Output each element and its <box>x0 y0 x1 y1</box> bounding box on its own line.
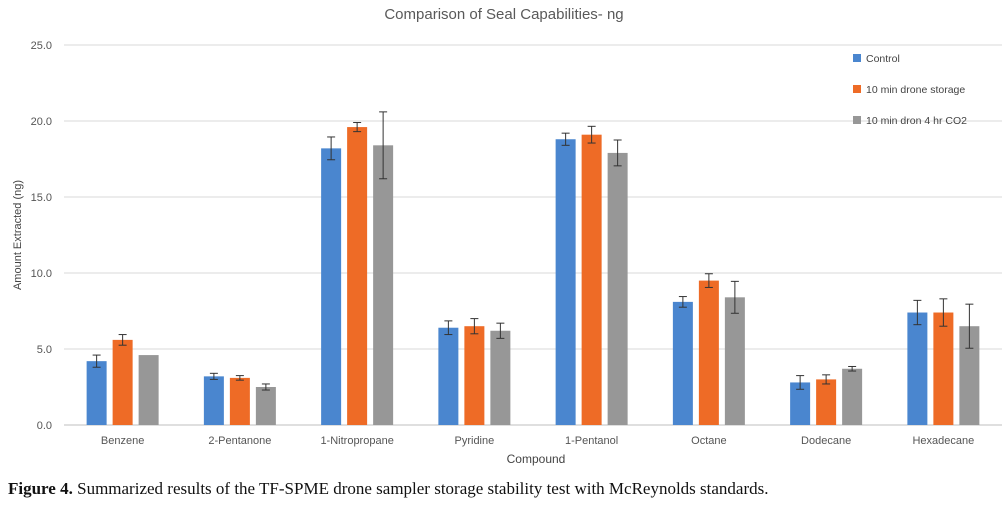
bar-chart: Comparison of Seal Capabilities- ng 0.0 5… <box>12 6 1002 466</box>
legend-swatch <box>853 85 861 93</box>
y-tick-label: 20.0 <box>31 116 52 128</box>
caption-text: Summarized results of the TF-SPME drone … <box>72 479 769 498</box>
bar-group <box>321 111 394 426</box>
bar <box>490 330 511 425</box>
legend-label: 10 min drone storage <box>866 84 965 96</box>
x-axis-ticks: Benzene 2-Pentanone 1-Nitropropane Pyridine… <box>101 435 974 447</box>
bar-group <box>907 298 980 425</box>
legend-swatch <box>853 54 861 62</box>
legend: Control 10 min drone storage 10 min dron 4… <box>853 53 967 127</box>
bar-group <box>790 365 863 425</box>
x-tick-label: 1-Pentanol <box>565 435 618 447</box>
bar <box>933 312 954 425</box>
bar <box>672 301 693 425</box>
y-tick-label: 5.0 <box>37 344 52 356</box>
x-tick-label: Hexadecane <box>912 435 974 447</box>
bar <box>959 326 980 425</box>
bar <box>907 312 928 425</box>
bar <box>112 339 133 425</box>
bar <box>790 382 811 425</box>
x-tick-label: Benzene <box>101 435 144 447</box>
bar <box>555 139 576 426</box>
bar <box>842 368 863 425</box>
bar <box>229 377 250 425</box>
x-axis-label: Compound <box>507 452 566 466</box>
gridlines <box>64 44 1002 426</box>
x-tick-label: Octane <box>691 435 726 447</box>
bar <box>581 134 602 425</box>
x-tick-label: 2-Pentanone <box>208 435 271 447</box>
bar <box>464 326 485 425</box>
bar <box>698 280 719 425</box>
y-tick-label: 0.0 <box>37 420 52 432</box>
bar <box>724 297 745 425</box>
bar-groups <box>86 111 980 426</box>
x-tick-label: Pyridine <box>455 435 495 447</box>
x-tick-label: 1-Nitropropane <box>320 435 393 447</box>
y-axis-label: Amount Extracted (ng) <box>12 180 24 290</box>
bar <box>203 376 224 425</box>
bar <box>138 355 159 425</box>
legend-label: 10 min dron 4 hr CO2 <box>866 115 967 127</box>
bar <box>438 327 459 425</box>
bar <box>86 361 107 425</box>
y-axis-ticks: 0.0 5.0 10.0 15.0 20.0 25.0 <box>31 40 52 432</box>
bar <box>816 379 837 425</box>
bar <box>373 145 394 425</box>
bar <box>321 148 342 426</box>
bar <box>255 387 276 425</box>
bar-group <box>86 334 159 425</box>
x-tick-label: Dodecane <box>801 435 851 447</box>
y-tick-label: 25.0 <box>31 40 52 52</box>
legend-swatch <box>853 116 861 124</box>
y-tick-label: 10.0 <box>31 268 52 280</box>
bar-group <box>438 318 511 425</box>
chart-title: Comparison of Seal Capabilities- ng <box>384 6 623 23</box>
bar <box>347 127 368 425</box>
y-tick-label: 15.0 <box>31 192 52 204</box>
caption-label: Figure 4. <box>8 479 73 498</box>
bar <box>607 152 628 426</box>
legend-label: Control <box>866 53 900 65</box>
bar-group <box>672 273 745 425</box>
bar-group <box>555 125 628 426</box>
bar-group <box>203 372 276 425</box>
figure-caption: Figure 4. Summarized results of the TF-S… <box>8 479 998 499</box>
